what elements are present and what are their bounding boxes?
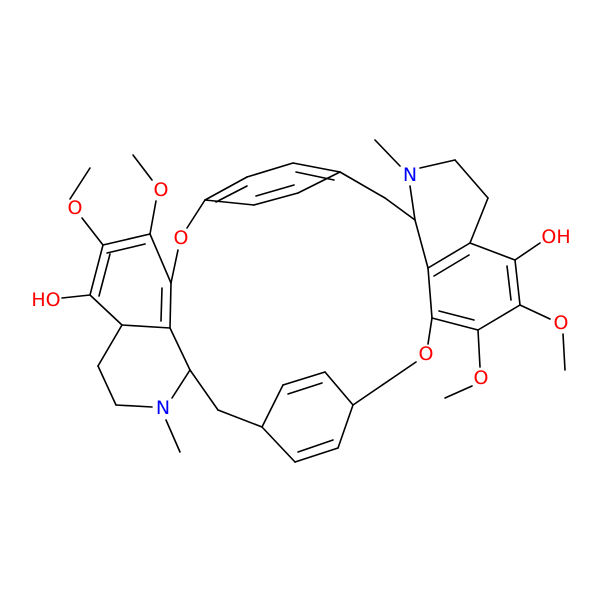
atom-label: O (419, 343, 434, 365)
atom-label: N (403, 164, 417, 186)
atom-label: O (174, 227, 189, 249)
atom-label: OH (541, 226, 570, 248)
atom-labels: O O HO OH N N O O O O (31, 164, 570, 419)
atom-label: O (68, 197, 83, 219)
atom-label: O (554, 312, 569, 334)
atom-label: HO (31, 289, 60, 311)
atom-label: O (154, 179, 169, 201)
bonds (61, 139, 566, 463)
atom-label: O (474, 367, 489, 389)
atom-label: N (156, 397, 170, 419)
